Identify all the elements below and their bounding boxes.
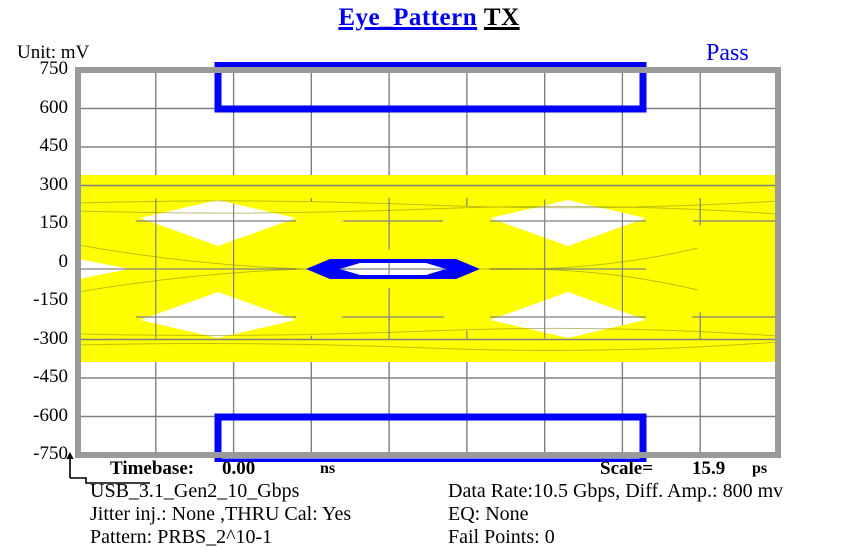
timebase-unit: ns [320,460,336,477]
page-title-secondary: TX [483,4,520,31]
footer-column-left: USB_3.1_Gen2_10_Gbps Jitter inj.: None ,T… [90,480,450,549]
unit-label: Unit: mV [17,42,90,63]
footer-column-right: Data Rate:10.5 Gbps, Diff. Amp.: 800 mv E… [448,480,858,549]
eye-trace-group [78,175,778,362]
timebase-label: Timebase: [110,458,195,479]
scale-value: 15.9 [692,458,726,479]
footer-line: EQ: None [448,503,529,525]
timebase-row: Timebase: 0.00 ns Scale= 15.9 ps [0,458,858,482]
y-axis-tick-label: 150 [39,212,69,233]
y-axis-tick-label: -300 [33,327,68,349]
eye-trace-fill-overlay [78,175,778,362]
y-axis-tick-label: 600 [39,96,69,118]
scale-unit: ps [752,460,768,477]
eye-diagram-plot [0,62,800,462]
mask-upper-limit [214,62,647,113]
eye-opening-upper-right [490,200,646,246]
y-axis-tick-label: 750 [39,58,69,79]
eye-opening-lower-right [490,292,646,338]
scale-label: Scale= [600,458,654,479]
y-axis-tick-label: 300 [39,173,69,195]
footer-line: USB_3.1_Gen2_10_Gbps [90,480,300,502]
trace-texture [78,200,778,351]
eye-opening-upper-left [140,200,296,246]
status-badge: Pass [706,40,749,66]
y-axis-tick-label: -750 [33,443,68,464]
y-axis-tick-label: 450 [39,135,69,156]
mask-inner-gridlines [340,263,446,275]
page-title: Eye_Pattern TX [0,4,858,32]
eye-opening-lower-left [140,292,296,338]
y-axis-tick-label: -150 [33,289,68,310]
y-axis-tick-label: -600 [33,404,68,426]
page-title-primary: Eye_Pattern [338,4,478,31]
mask-lower-limit [214,413,647,462]
footer-line: Data Rate:10.5 Gbps, Diff. Amp.: 800 mv [448,480,784,502]
y-axis-tick-label: 0 [58,250,69,272]
plot-frame [75,67,781,458]
y-axis-tick-label: -450 [33,366,68,387]
footer-line: Fail Points: 0 [448,526,555,548]
origin-arrow-marker [62,452,152,486]
footer-line: Pattern: PRBS_2^10-1 [90,526,273,548]
timebase-value: 0.00 [222,458,256,479]
footer-line: Jitter inj.: None ,THRU Cal: Yes [90,503,352,525]
